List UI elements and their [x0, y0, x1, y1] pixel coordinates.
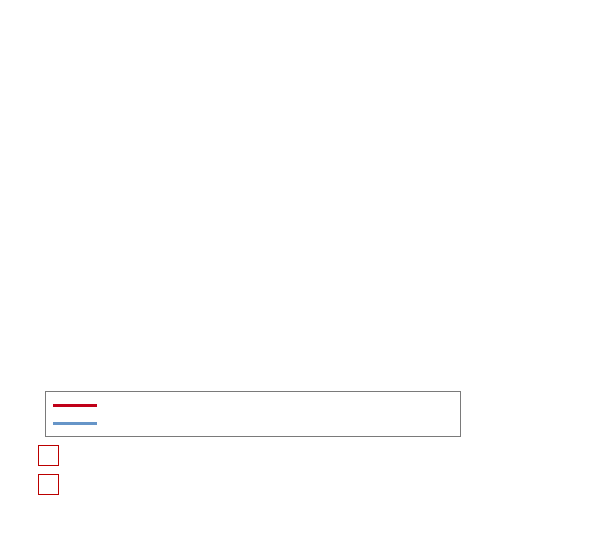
hpi-line-swatch — [53, 421, 97, 425]
price-history-chart — [0, 3, 600, 379]
legend-item-hpi — [53, 414, 453, 432]
sale-annotations — [38, 444, 600, 496]
sale-2-marker-badge — [38, 474, 59, 495]
price-paid-line-swatch — [53, 403, 97, 407]
chart-legend — [45, 391, 461, 437]
legend-item-price-paid — [53, 396, 453, 414]
sale-1-marker-badge — [38, 445, 59, 466]
sale-row-1 — [38, 444, 600, 467]
sale-row-2 — [38, 473, 600, 496]
